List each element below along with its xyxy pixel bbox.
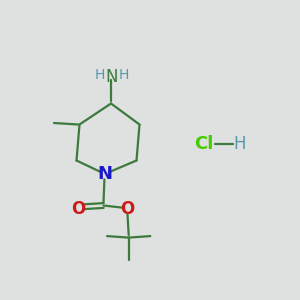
Text: N: N: [105, 68, 118, 85]
Text: O: O: [71, 200, 86, 218]
Text: H: H: [94, 68, 105, 82]
Text: H: H: [118, 68, 129, 82]
Text: O: O: [120, 200, 135, 218]
Text: Cl: Cl: [194, 135, 214, 153]
Text: N: N: [98, 165, 112, 183]
Text: H: H: [234, 135, 246, 153]
